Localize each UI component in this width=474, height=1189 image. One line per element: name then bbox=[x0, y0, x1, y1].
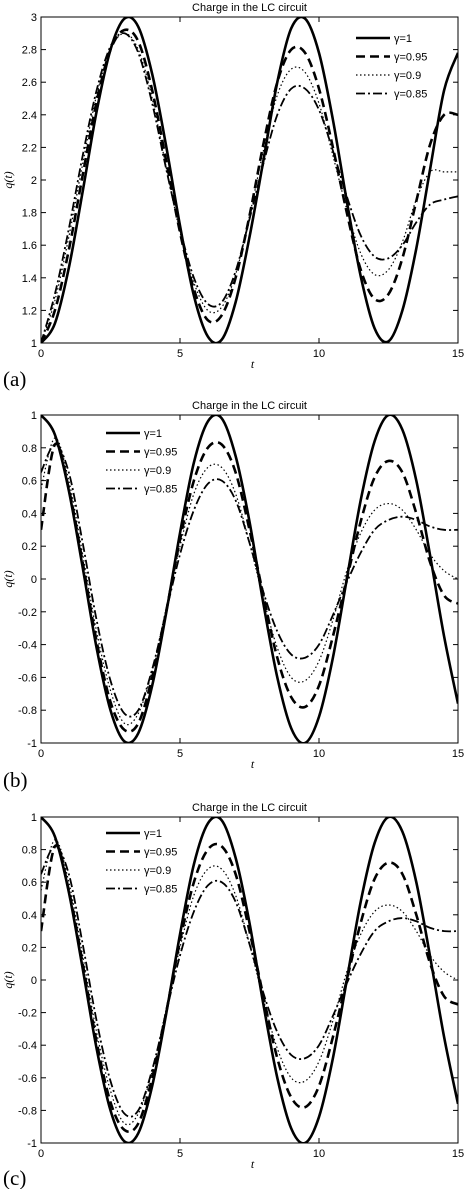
y-tick-label: -0.6 bbox=[18, 672, 37, 684]
y-tick-label: 0 bbox=[31, 975, 37, 987]
y-tick-label: 0.4 bbox=[22, 508, 37, 520]
legend-label: γ=0.95 bbox=[394, 52, 427, 64]
x-tick-label: 10 bbox=[313, 348, 325, 360]
y-tick-label: 0.8 bbox=[22, 443, 37, 455]
x-tick-label: 15 bbox=[452, 348, 464, 360]
legend-label: γ=1 bbox=[144, 428, 162, 440]
series-line-4 bbox=[41, 845, 458, 1118]
y-tick-label: 0.6 bbox=[22, 877, 37, 889]
y-tick-label: 0.8 bbox=[22, 845, 37, 857]
legend: γ=1 γ=0.95 γ=0.9 γ=0.85 bbox=[356, 33, 427, 101]
series-line-2 bbox=[41, 28, 458, 343]
legend-label: γ=0.9 bbox=[394, 70, 421, 82]
y-tick-label: 0.2 bbox=[22, 541, 37, 553]
y-tick-label: 1 bbox=[31, 338, 37, 350]
series-line-4 bbox=[41, 32, 458, 343]
x-tick-label: 5 bbox=[177, 748, 183, 760]
chart-title: Charge in the LC circuit bbox=[192, 400, 307, 412]
chart-title: Charge in the LC circuit bbox=[192, 802, 307, 814]
x-tick-label: 0 bbox=[38, 748, 44, 760]
y-tick-label: -0.8 bbox=[18, 705, 37, 717]
y-tick-label: 2.6 bbox=[22, 77, 37, 89]
y-tick-label: 2.2 bbox=[22, 142, 37, 154]
y-tick-label: -0.8 bbox=[18, 1105, 37, 1117]
y-axis-label: q(t) bbox=[1, 570, 15, 587]
legend-label: γ=0.85 bbox=[144, 884, 177, 896]
series-line-2 bbox=[41, 842, 458, 1134]
x-axis-label: t bbox=[251, 357, 255, 371]
y-tick-label: -0.2 bbox=[18, 1008, 37, 1020]
legend: γ=1 γ=0.95 γ=0.9 γ=0.85 bbox=[106, 428, 177, 496]
y-tick-label: -0.2 bbox=[18, 607, 37, 619]
y-tick-label: 1.4 bbox=[22, 273, 37, 285]
legend-label: γ=0.95 bbox=[144, 447, 177, 459]
y-tick-label: 1.8 bbox=[22, 208, 37, 220]
y-tick-label: 1 bbox=[31, 812, 37, 824]
panel-label: (c) bbox=[3, 1166, 26, 1189]
x-tick-label: 15 bbox=[452, 748, 464, 760]
x-tick-label: 5 bbox=[177, 1148, 183, 1160]
legend-label: γ=0.85 bbox=[144, 484, 177, 496]
series-line-4 bbox=[41, 443, 458, 718]
y-tick-label: 1.6 bbox=[22, 240, 37, 252]
y-axis-label: q(t) bbox=[1, 971, 15, 988]
y-tick-label: 0.6 bbox=[22, 476, 37, 488]
x-axis-label: t bbox=[251, 757, 255, 771]
y-tick-label: -0.4 bbox=[18, 640, 37, 652]
series-line-3 bbox=[41, 437, 458, 726]
chart-panel-3: 0 5 10 15 -1 -0.8 -0.6 -0.4 -0.2 0 0.2 0.4 0.6 0.8 1 Ch… bbox=[1, 802, 464, 1189]
x-axis-label: t bbox=[251, 1157, 255, 1171]
legend-label: γ=0.95 bbox=[144, 847, 177, 859]
y-tick-label: 0.2 bbox=[22, 942, 37, 954]
plot-frame bbox=[40, 414, 459, 744]
x-tick-label: 15 bbox=[452, 1148, 464, 1160]
legend-label: γ=0.85 bbox=[394, 89, 427, 101]
series-line-1 bbox=[41, 817, 458, 1143]
y-tick-label: 1 bbox=[31, 410, 37, 422]
y-tick-label: -0.4 bbox=[18, 1040, 37, 1052]
y-tick-label: 1.2 bbox=[22, 305, 37, 317]
series-line-2 bbox=[41, 440, 458, 733]
y-tick-label: -0.6 bbox=[18, 1073, 37, 1085]
x-tick-label: 0 bbox=[38, 348, 44, 360]
chart-title: Charge in the LC circuit bbox=[192, 2, 307, 14]
y-tick-label: -1 bbox=[27, 738, 37, 750]
y-axis-label: q(t) bbox=[1, 171, 15, 188]
series-line-3 bbox=[41, 32, 458, 343]
x-tick-label: 10 bbox=[313, 748, 325, 760]
y-tick-label: -1 bbox=[27, 1138, 37, 1150]
y-tick-label: 2.4 bbox=[22, 110, 37, 122]
x-tick-label: 10 bbox=[313, 1148, 325, 1160]
y-tick-label: 2 bbox=[31, 175, 37, 187]
y-tick-label: 2.8 bbox=[22, 45, 37, 57]
x-tick-label: 5 bbox=[177, 348, 183, 360]
chart-panel-2: 0 5 10 15 -1 -0.8 -0.6 -0.4 -0.2 0 0.2 0.4 0.6 0.8 1 Ch… bbox=[1, 400, 464, 792]
y-tick-label: 3 bbox=[31, 12, 37, 24]
legend-label: γ=1 bbox=[144, 828, 162, 840]
legend-label: γ=1 bbox=[394, 33, 412, 45]
legend-label: γ=0.9 bbox=[144, 465, 171, 477]
y-tick-label: 0.4 bbox=[22, 910, 37, 922]
panel-label: (a) bbox=[3, 367, 26, 391]
panel-label: (b) bbox=[3, 768, 28, 792]
y-tick-label: 0 bbox=[31, 574, 37, 586]
chart-panel-1: 0 5 10 15 1 1.2 1.4 1.6 1.8 2 2.2 2.4 2.6 2.8 3 Charge … bbox=[1, 2, 464, 391]
legend: γ=1 γ=0.95 γ=0.9 γ=0.85 bbox=[106, 828, 177, 896]
x-tick-label: 0 bbox=[38, 1148, 44, 1160]
legend-label: γ=0.9 bbox=[144, 865, 171, 877]
series-line-1 bbox=[41, 415, 458, 743]
